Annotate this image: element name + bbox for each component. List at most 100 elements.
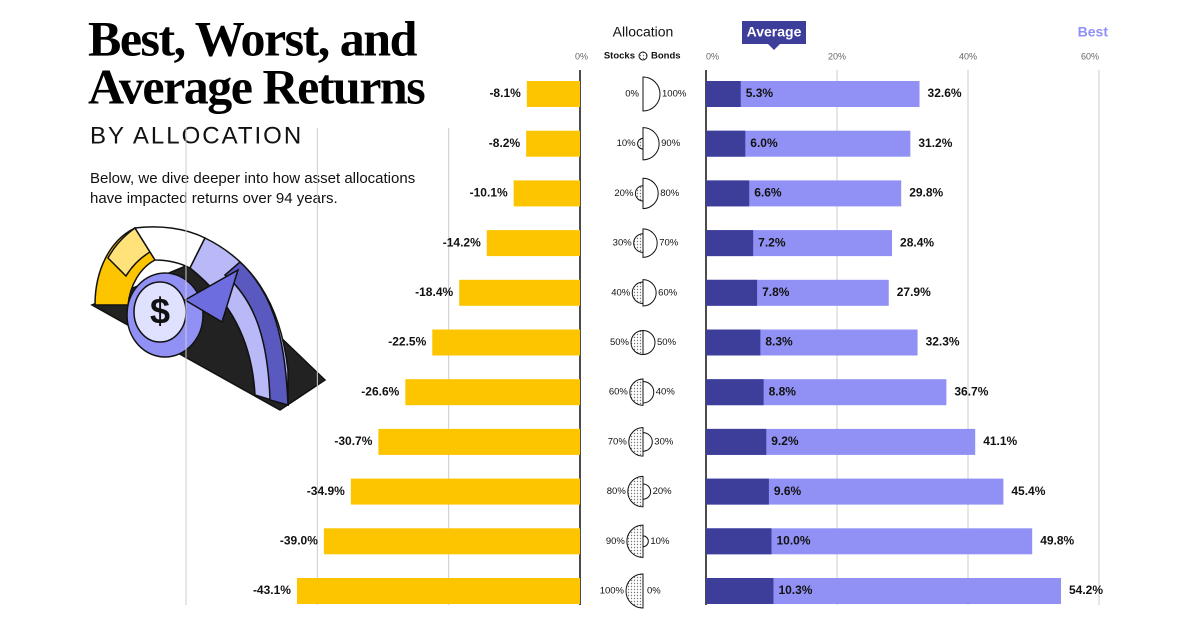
bonds-half: [642, 535, 649, 548]
bonds-label: 0%: [647, 586, 661, 597]
bar: [350, 478, 580, 505]
description-line: have impacted returns over 94 years.: [90, 190, 338, 207]
stocks-label: 30%: [613, 238, 633, 249]
data-label: 49.8%: [1040, 533, 1074, 547]
bonds-label: 70%: [659, 238, 679, 249]
x-tick-label: 60%: [1081, 51, 1099, 61]
bar: [706, 130, 746, 157]
bonds-label: 100%: [662, 89, 687, 100]
data-label: -43.1%: [253, 583, 291, 597]
data-label: 45.4%: [1011, 484, 1045, 498]
bar: [706, 81, 741, 107]
bonds-label: 20%: [653, 486, 673, 497]
bar: [526, 130, 580, 157]
stocks-label: 0%: [625, 89, 639, 100]
data-label: -14.2%: [443, 235, 481, 249]
data-label: -22.5%: [388, 335, 426, 349]
bar: [706, 81, 920, 107]
data-label: -8.2%: [489, 136, 521, 150]
bar: [378, 428, 580, 455]
stocks-half: [637, 137, 644, 150]
title-line: Best, Worst, and: [88, 10, 418, 66]
data-label: -30.7%: [334, 434, 372, 448]
bar: [296, 578, 580, 604]
bonds-label: 40%: [656, 387, 676, 398]
data-label: 6.6%: [754, 186, 782, 200]
bonds-half: [642, 329, 656, 356]
data-label: 7.8%: [762, 285, 790, 299]
bar: [513, 180, 580, 207]
data-label: 32.6%: [928, 86, 962, 100]
title-line: Average Returns: [88, 58, 425, 114]
stocks-label: 90%: [606, 536, 626, 547]
stocks-label: 70%: [608, 436, 628, 447]
data-label: -10.1%: [470, 186, 508, 200]
x-tick-label: 0%: [706, 51, 719, 61]
bonds-half: [642, 432, 653, 452]
data-label: 9.6%: [774, 484, 802, 498]
data-label: 32.3%: [926, 335, 960, 349]
stocks-half: [630, 329, 644, 356]
stocks-label: 100%: [600, 586, 625, 597]
data-label: 10.3%: [778, 583, 812, 597]
bonds-half: [642, 483, 652, 500]
bonds-half: [642, 127, 660, 161]
bar: [323, 528, 580, 555]
bar: [432, 329, 580, 356]
bonds-half: [642, 380, 655, 404]
bonds-label: 80%: [660, 188, 680, 199]
svg-text:$: $: [150, 291, 170, 332]
data-label: 5.3%: [746, 86, 774, 100]
data-label: 9.2%: [771, 434, 799, 448]
bonds-half: [642, 228, 658, 258]
stocks-label: 50%: [610, 337, 630, 348]
bonds-half: [642, 76, 661, 112]
stocks-half: [625, 573, 644, 609]
bar: [706, 279, 758, 306]
legend-label: Average: [747, 24, 802, 40]
x-tick-label: 0%: [575, 51, 588, 61]
data-label: -26.6%: [361, 384, 399, 398]
bonds-half: [642, 279, 657, 307]
legend-box: [742, 21, 806, 44]
stocks-half: [631, 281, 644, 305]
stocks-half: [627, 475, 644, 508]
description-line: Below, we dive deeper into how asset all…: [90, 170, 415, 187]
bonds-label: 90%: [661, 138, 681, 149]
legend-pointer: [768, 44, 780, 50]
subtitle: BY ALLOCATION: [90, 122, 303, 149]
stocks-label: 10%: [617, 138, 637, 149]
stocks-label: 80%: [607, 486, 627, 497]
bar: [526, 81, 580, 107]
stocks-label: 60%: [609, 387, 629, 398]
stocks-half: [634, 185, 644, 202]
bar: [706, 428, 767, 455]
data-label: 27.9%: [897, 285, 931, 299]
data-label: 6.0%: [750, 136, 778, 150]
bar: [706, 478, 769, 505]
bar: [459, 279, 580, 306]
gauge-illustration: $: [90, 226, 327, 411]
allocation-icon: [638, 51, 648, 61]
bonds-label: 30%: [654, 436, 674, 447]
data-label: 31.2%: [918, 136, 952, 150]
data-label: -8.1%: [489, 86, 521, 100]
data-label: -34.9%: [307, 484, 345, 498]
legend-label: Best: [1078, 24, 1109, 40]
bar: [706, 379, 764, 406]
data-label: 36.7%: [954, 384, 988, 398]
bonds-half: [642, 177, 659, 210]
bar: [706, 180, 750, 207]
bonds-label: 60%: [658, 287, 678, 298]
bar: [706, 230, 754, 257]
allocation-header: Allocation: [613, 24, 674, 40]
data-label: 10.0%: [777, 533, 811, 547]
bonds-label: 10%: [650, 536, 670, 547]
bar: [405, 379, 580, 406]
x-tick-label: 40%: [959, 51, 977, 61]
data-label: -39.0%: [280, 533, 318, 547]
bonds-label: 50%: [657, 337, 677, 348]
bar: [486, 230, 580, 257]
stocks-half: [628, 427, 644, 457]
